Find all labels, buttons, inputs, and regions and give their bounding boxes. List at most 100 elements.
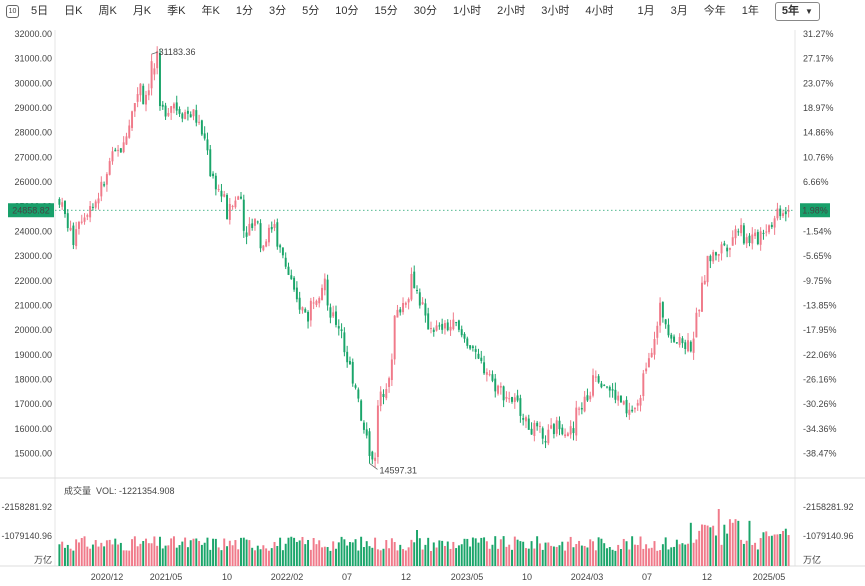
period-button-4[interactable]: 季K	[167, 5, 186, 17]
volume-bar	[692, 542, 695, 566]
volume-bar	[522, 541, 525, 566]
volume-bar	[150, 543, 153, 566]
percent-tick-right: 6.66%	[803, 177, 829, 187]
volume-bar	[550, 545, 553, 566]
volume-bar	[100, 542, 103, 566]
candle-body	[402, 302, 405, 313]
period-button-1[interactable]: 日K	[64, 5, 83, 17]
candle-body	[714, 252, 717, 256]
volume-bar	[449, 548, 452, 566]
volume-value-label: VOL: -1221354.908	[96, 486, 175, 496]
candle-body	[175, 102, 178, 111]
period-button-15[interactable]: 4小时	[585, 5, 614, 17]
period-button-17[interactable]: 3月	[670, 5, 688, 17]
percent-tick-right: -34.36%	[803, 424, 837, 434]
candle-body	[667, 324, 670, 336]
volume-bar	[681, 543, 684, 566]
candle-body	[488, 374, 491, 376]
candle-body	[740, 224, 743, 234]
volume-bar	[147, 543, 150, 566]
period-button-16[interactable]: 1月	[637, 5, 655, 17]
candle-body	[779, 208, 782, 217]
volume-bar	[636, 544, 639, 566]
candle-body	[695, 312, 698, 338]
candle-body	[399, 309, 402, 313]
candle-body	[499, 385, 502, 388]
volume-bar	[488, 548, 491, 566]
volume-bar	[279, 537, 282, 566]
calendar-icon[interactable]: 10	[6, 4, 19, 18]
candle-body	[103, 184, 106, 186]
current-price-label: 24858.82	[12, 206, 50, 216]
candle-body	[248, 223, 251, 236]
volume-bar	[776, 534, 779, 566]
candle-body	[139, 83, 142, 96]
volume-bar	[572, 547, 575, 566]
candle-body	[603, 384, 606, 386]
candle-body	[396, 309, 399, 318]
period-button-12[interactable]: 1小时	[452, 5, 482, 17]
percent-tick-right: -22.06%	[803, 350, 837, 360]
current-price-tag	[8, 203, 54, 218]
volume-bar	[773, 534, 776, 566]
candle-body	[617, 395, 620, 401]
period-button-7[interactable]: 3分	[268, 5, 287, 17]
candle-body	[681, 338, 684, 344]
period-button-3[interactable]: 月K	[132, 5, 152, 17]
period-button-19[interactable]: 1年	[741, 5, 759, 17]
candle-body	[354, 385, 357, 388]
candle-body	[773, 218, 776, 228]
volume-bar	[424, 544, 427, 566]
period-button-6[interactable]: 1分	[235, 5, 253, 17]
volume-bar	[161, 548, 164, 566]
period-button-5[interactable]: 年K	[201, 5, 220, 17]
candle-body	[701, 282, 703, 312]
period-button-8[interactable]: 5分	[302, 5, 320, 17]
candle-body	[228, 203, 231, 220]
period-button-2[interactable]: 周K	[98, 5, 117, 17]
candle-body	[463, 333, 466, 339]
candle-body	[214, 175, 217, 190]
candle-body	[759, 231, 762, 245]
range-select[interactable]: 5年 ▼	[774, 1, 820, 21]
volume-bar	[530, 541, 533, 566]
volume-bar	[119, 542, 122, 566]
volume-bar	[497, 548, 500, 566]
candle-body	[457, 320, 460, 330]
candle-body	[407, 299, 410, 303]
period-button-18[interactable]: 今年	[703, 5, 726, 17]
period-button-14[interactable]: 3小时	[541, 5, 570, 17]
price-tick-left: 17000.00	[14, 399, 52, 409]
candle-body	[184, 112, 187, 120]
candle-body	[441, 323, 444, 330]
volume-bar	[298, 540, 301, 566]
candle-body	[628, 409, 631, 415]
volume-bar	[664, 537, 667, 566]
period-button-9[interactable]: 10分	[335, 5, 359, 17]
candle-body	[754, 232, 757, 237]
volume-bar	[770, 535, 773, 566]
percent-tick-right: 27.17%	[803, 54, 834, 64]
x-axis-label: 2020/12	[91, 572, 124, 582]
candle-body	[606, 386, 608, 388]
candle-body	[287, 266, 290, 275]
period-button-0[interactable]: 5日	[31, 5, 49, 17]
period-button-11[interactable]: 30分	[413, 5, 437, 17]
period-button-10[interactable]: 15分	[374, 5, 398, 17]
volume-bar	[631, 536, 634, 566]
volume-bar	[86, 546, 89, 566]
candle-body	[226, 194, 229, 220]
candle-body	[522, 418, 525, 420]
candle-body	[455, 322, 458, 324]
volume-bar	[376, 549, 379, 566]
period-button-13[interactable]: 2小时	[497, 5, 526, 17]
candle-body	[309, 300, 312, 321]
candle-body	[150, 61, 153, 89]
candle-body	[267, 227, 270, 243]
price-tick-left: 29000.00	[14, 103, 52, 113]
candle-body	[295, 287, 298, 300]
candle-body	[480, 357, 483, 361]
volume-bar	[281, 550, 284, 566]
volume-bar	[97, 546, 100, 566]
